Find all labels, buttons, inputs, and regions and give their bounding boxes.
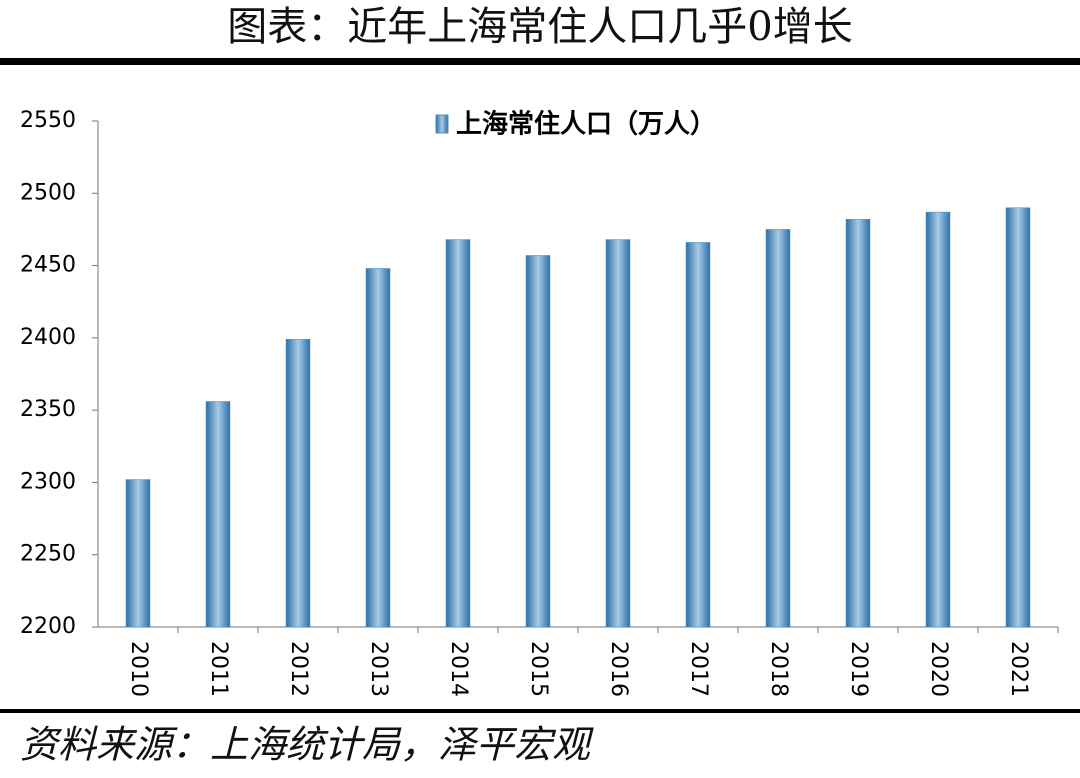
y-tick-label: 2300	[20, 469, 76, 494]
y-tick-label: 2550	[20, 108, 76, 133]
source-note: 资料来源：上海统计局，泽平宏观	[20, 723, 594, 767]
chart: 2200 2250 2300 2350 2400 2450 2500 2550 2010 2011…	[20, 108, 1059, 697]
y-tick-label: 2250	[20, 542, 76, 567]
y-tick-label: 2200	[20, 614, 76, 639]
y-tick-label: 2450	[20, 253, 76, 278]
x-tick-label: 2011	[206, 641, 231, 697]
bar	[925, 211, 951, 628]
bar	[365, 268, 391, 628]
bar	[1005, 207, 1031, 628]
x-tick-label: 2019	[846, 641, 871, 697]
x-tick-label: 2018	[766, 641, 791, 697]
bar	[445, 239, 471, 628]
bar	[845, 219, 871, 628]
x-tick-label: 2021	[1006, 641, 1031, 697]
bar	[605, 239, 631, 628]
bar	[765, 229, 791, 628]
bar	[525, 255, 551, 628]
bar	[125, 479, 151, 628]
x-tick-label: 2017	[686, 641, 711, 697]
source-rule	[0, 709, 1080, 713]
bar	[205, 401, 231, 628]
legend-swatch	[435, 114, 449, 134]
x-tick-label: 2010	[126, 641, 151, 697]
y-tick-label: 2350	[20, 397, 76, 422]
bar	[285, 339, 311, 628]
bar	[685, 242, 711, 628]
x-tick-label: 2013	[366, 641, 391, 697]
x-tick-label: 2015	[526, 641, 551, 697]
x-tick-label: 2014	[446, 641, 471, 697]
y-tick-label: 2400	[20, 325, 76, 350]
legend-label: 上海常住人口（万人）	[456, 109, 716, 140]
x-tick-label: 2020	[926, 641, 951, 697]
x-tick-label: 2016	[606, 641, 631, 697]
title-rule	[0, 58, 1080, 65]
x-tick-label: 2012	[286, 641, 311, 697]
page-title: 图表：近年上海常住人口几乎0增长	[227, 4, 852, 50]
y-tick-label: 2500	[20, 180, 76, 205]
